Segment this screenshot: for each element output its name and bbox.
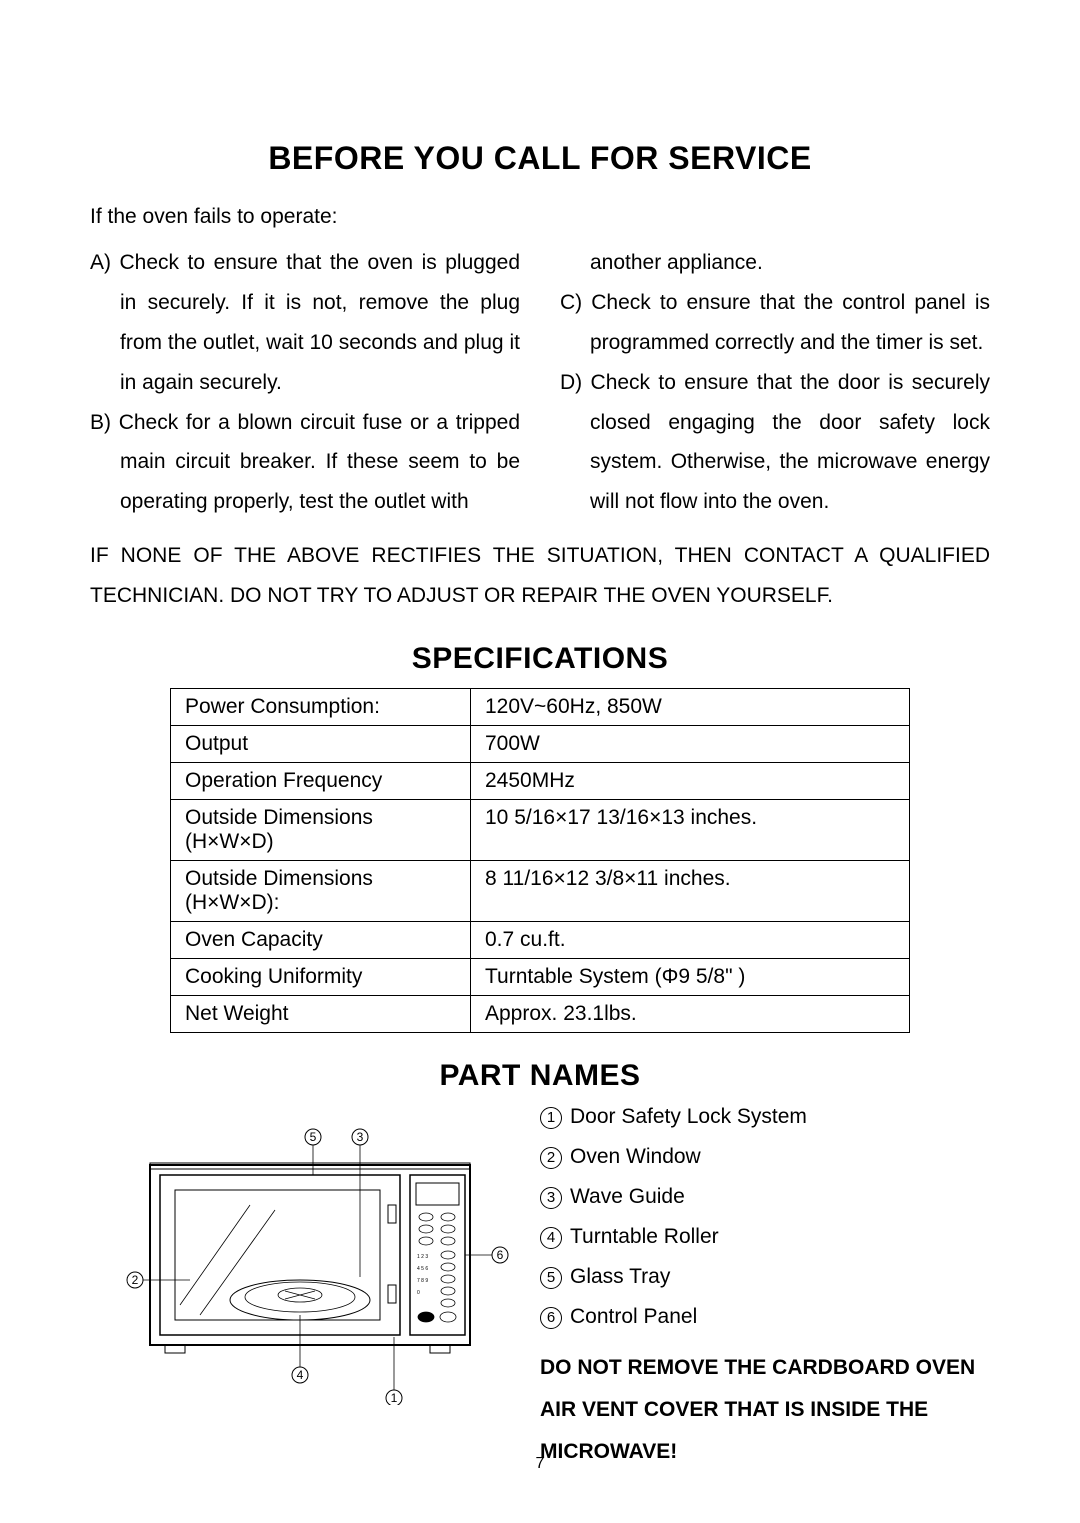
parts-area: 1 2 3 4 5 6 7 8 9 0 5 3 2 [90,1105,990,1473]
parts-list-item: 5 Glass Tray [540,1265,990,1289]
svg-text:4 5 6: 4 5 6 [417,1266,428,1272]
part-number-badge: 2 [540,1147,562,1169]
page-number: 7 [536,1455,545,1473]
part-number-badge: 3 [540,1187,562,1209]
spec-cell: 120V~60Hz, 850W [471,689,910,726]
spec-cell: 700W [471,726,910,763]
spec-cell: Output [171,726,471,763]
col-right: another appliance. C) Check to ensure th… [560,243,990,522]
part-number-badge: 1 [540,1107,562,1129]
spec-row: Oven Capacity0.7 cu.ft. [171,922,910,959]
parts-right-col: 1 Door Safety Lock System 2 Oven Window 3 Wav… [540,1105,990,1473]
part-number-badge: 6 [540,1307,562,1329]
part-label: Wave Guide [570,1185,685,1208]
spec-cell: Outside Dimensions (H×W×D) [171,800,471,861]
spec-row: Power Consumption:120V~60Hz, 850W [171,689,910,726]
part-label: Glass Tray [570,1265,670,1288]
parts-list-item: 3 Wave Guide [540,1185,990,1209]
spec-cell: 8 11/16×12 3/8×11 inches. [471,861,910,922]
svg-text:1 2 3: 1 2 3 [417,1254,428,1260]
svg-text:2: 2 [132,1273,139,1287]
item-a: A) Check to ensure that the oven is plug… [90,243,520,403]
cardboard-warning: DO NOT REMOVE THE CARDBOARD OVEN AIR VEN… [540,1347,990,1473]
microwave-diagram: 1 2 3 4 5 6 7 8 9 0 5 3 2 [90,1105,510,1473]
svg-text:6: 6 [497,1248,504,1262]
svg-text:4: 4 [297,1368,304,1382]
parts-list: 1 Door Safety Lock System 2 Oven Window 3 Wav… [540,1105,990,1329]
part-label: Oven Window [570,1145,701,1168]
spec-cell: Power Consumption: [171,689,471,726]
item-d: D) Check to ensure that the door is secu… [560,363,990,523]
spec-cell: Oven Capacity [171,922,471,959]
spec-cell: Net Weight [171,996,471,1033]
spec-row: Cooking UniformityTurntable System (Φ9 5… [171,959,910,996]
section1-intro: If the oven fails to operate: [90,205,990,229]
spec-cell: 10 5/16×17 13/16×13 inches. [471,800,910,861]
spec-cell: 2450MHz [471,763,910,800]
svg-text:1: 1 [391,1391,398,1405]
spec-row: Net WeightApprox. 23.1lbs. [171,996,910,1033]
spec-row: Output700W [171,726,910,763]
item-b-cont: another appliance. [560,243,990,283]
parts-list-item: 6 Control Panel [540,1305,990,1329]
spec-row: Outside Dimensions (H×W×D):8 11/16×12 3/… [171,861,910,922]
spec-cell: Outside Dimensions (H×W×D): [171,861,471,922]
part-label: Turntable Roller [570,1225,719,1248]
section1-caps: IF NONE OF THE ABOVE RECTIFIES THE SITUA… [90,536,990,616]
item-c: C) Check to ensure that the control pane… [560,283,990,363]
part-number-badge: 5 [540,1267,562,1289]
spec-row: Outside Dimensions (H×W×D)10 5/16×17 13/… [171,800,910,861]
spec-cell: Operation Frequency [171,763,471,800]
section3-title: PART NAMES [90,1059,990,1093]
troubleshoot-columns: A) Check to ensure that the oven is plug… [90,243,990,522]
spec-cell: Cooking Uniformity [171,959,471,996]
spec-cell: Approx. 23.1lbs. [471,996,910,1033]
manual-page: BEFORE YOU CALL FOR SERVICE If the oven … [0,0,1080,1523]
spec-cell: 0.7 cu.ft. [471,922,910,959]
parts-list-item: 4 Turntable Roller [540,1225,990,1249]
spec-cell: Turntable System (Φ9 5/8" ) [471,959,910,996]
parts-list-item: 2 Oven Window [540,1145,990,1169]
svg-text:7 8 9: 7 8 9 [417,1278,428,1284]
item-b: B) Check for a blown circuit fuse or a t… [90,403,520,523]
svg-text:3: 3 [357,1130,364,1144]
svg-text:5: 5 [310,1130,317,1144]
spec-row: Operation Frequency2450MHz [171,763,910,800]
parts-list-item: 1 Door Safety Lock System [540,1105,990,1129]
section2-title: SPECIFICATIONS [90,642,990,676]
spec-table: Power Consumption:120V~60Hz, 850WOutput7… [170,688,910,1033]
svg-text:0: 0 [417,1290,420,1296]
part-number-badge: 4 [540,1227,562,1249]
section1-title: BEFORE YOU CALL FOR SERVICE [90,140,990,177]
part-label: Door Safety Lock System [570,1105,807,1128]
part-label: Control Panel [570,1305,697,1328]
col-left: A) Check to ensure that the oven is plug… [90,243,520,522]
